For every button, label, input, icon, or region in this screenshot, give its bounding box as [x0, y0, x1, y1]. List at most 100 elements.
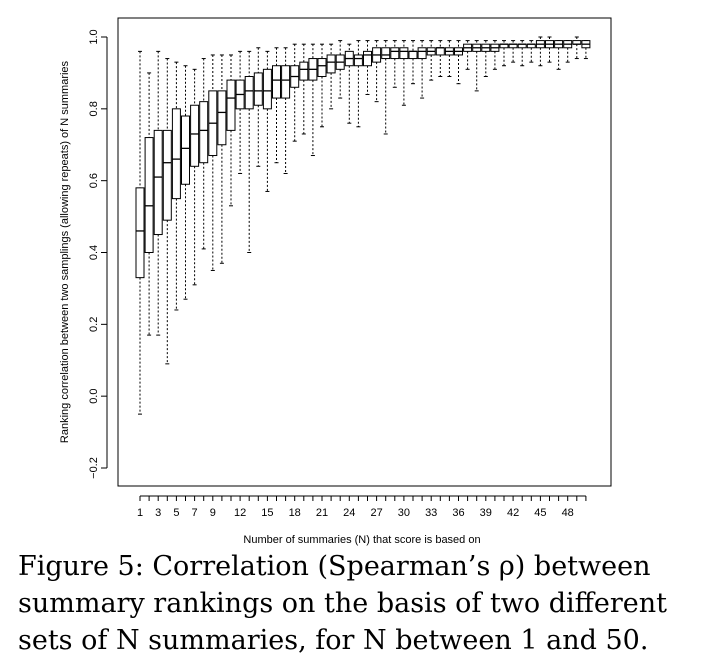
x-tick-label: 5: [173, 507, 179, 519]
x-tick-label: 33: [425, 507, 437, 519]
y-tick-label: 0.8: [88, 101, 100, 116]
box-33: [426, 40, 436, 81]
box-9: [208, 54, 218, 271]
box-39: [481, 40, 491, 78]
y-tick-label: 0.6: [88, 173, 100, 188]
iqr-box: [353, 54, 363, 67]
box-13: [244, 50, 254, 253]
box-14: [253, 47, 263, 167]
y-tick-label: 0.0: [88, 389, 100, 404]
iqr-box: [299, 61, 309, 81]
box-35: [444, 40, 454, 78]
box-7: [190, 68, 200, 286]
x-tick-label: 3: [155, 507, 161, 519]
box-38: [472, 40, 482, 92]
x-tick-label: 27: [370, 507, 382, 519]
box-31: [408, 40, 418, 85]
figure-caption: Figure 5: Correlation (Spearman’s ρ) bet…: [18, 551, 667, 656]
iqr-box: [272, 65, 281, 99]
box-43: [517, 40, 527, 67]
x-tick-label: 18: [289, 507, 301, 519]
iqr-box: [281, 65, 291, 99]
box-27: [372, 40, 382, 103]
plot-frame: [117, 17, 612, 487]
box-16: [272, 47, 281, 164]
iqr-box: [199, 101, 209, 164]
box-46: [545, 36, 554, 63]
box-36: [454, 40, 463, 85]
box-21: [317, 43, 327, 128]
x-tick-label: 15: [261, 507, 273, 519]
x-tick-label: 24: [343, 507, 355, 519]
iqr-box: [135, 187, 145, 279]
x-tick-label: 39: [480, 507, 492, 519]
iqr-box: [399, 47, 409, 60]
x-tick-label: 21: [316, 507, 328, 519]
y-tick-label: 1.0: [88, 29, 100, 44]
box-15: [262, 50, 272, 192]
y-tick-label: −0.2: [88, 457, 100, 479]
box-40: [490, 40, 500, 70]
iqr-box: [408, 50, 418, 60]
iqr-box: [217, 90, 227, 146]
y-axis-label: Ranking correlation between two sampling…: [59, 60, 71, 443]
box-44: [526, 40, 536, 63]
iqr-box: [363, 50, 372, 67]
x-tick-label: 36: [452, 507, 464, 519]
x-tick-label: 30: [398, 507, 410, 519]
x-tick-label: 7: [192, 507, 198, 519]
iqr-box: [390, 47, 400, 60]
box-26: [363, 40, 372, 95]
box-37: [463, 40, 473, 70]
box-20: [308, 43, 318, 157]
box-4: [162, 58, 172, 365]
box-11: [226, 54, 236, 207]
box-23: [335, 40, 345, 99]
box-12: [235, 50, 245, 174]
x-tick-label: 12: [234, 507, 246, 519]
y-axis: −0.2 0.0 0.2 0.4 0.6 0.8 1.0: [88, 29, 108, 479]
iqr-box: [153, 129, 163, 236]
box-34: [435, 40, 445, 78]
box-19: [299, 43, 309, 135]
box-42: [508, 40, 518, 63]
x-axis-label: Number of summaries (N) that score is ba…: [243, 534, 480, 546]
iqr-box: [253, 72, 263, 106]
box-49: [572, 36, 582, 60]
box-45: [535, 36, 545, 67]
x-tick-label: 45: [534, 507, 546, 519]
x-tick-label: 42: [507, 507, 519, 519]
iqr-box: [190, 104, 200, 167]
box-41: [499, 40, 509, 67]
box-1: [135, 50, 145, 415]
box-8: [199, 58, 209, 250]
box-5: [171, 61, 181, 311]
box-32: [417, 40, 427, 99]
iqr-box: [317, 58, 327, 78]
box-3: [153, 50, 163, 336]
box-47: [554, 40, 564, 70]
x-tick-label: 1: [137, 507, 143, 519]
iqr-box: [244, 76, 254, 110]
iqr-box: [435, 47, 445, 56]
iqr-box: [417, 47, 427, 60]
box-6: [181, 65, 190, 300]
y-tick-label: 0.4: [88, 245, 100, 260]
x-axis: 1 3 5 7 9 12 15 18 21 24 27 30 33 36 39 42 45 48: [137, 495, 587, 519]
x-tick-label: 48: [562, 507, 574, 519]
box-28: [381, 40, 391, 135]
iqr-box: [171, 108, 181, 200]
box-30: [399, 40, 409, 106]
box-24: [344, 43, 354, 124]
x-tick-label: 9: [210, 507, 216, 519]
iqr-box: [162, 129, 172, 221]
boxes-group: [135, 36, 591, 415]
box-22: [326, 43, 336, 110]
iqr-box: [326, 54, 336, 74]
box-29: [390, 40, 400, 88]
box-10: [217, 54, 227, 264]
box-17: [281, 47, 291, 174]
box-2: [144, 72, 154, 336]
box-50: [581, 40, 591, 60]
box-25: [353, 40, 363, 128]
